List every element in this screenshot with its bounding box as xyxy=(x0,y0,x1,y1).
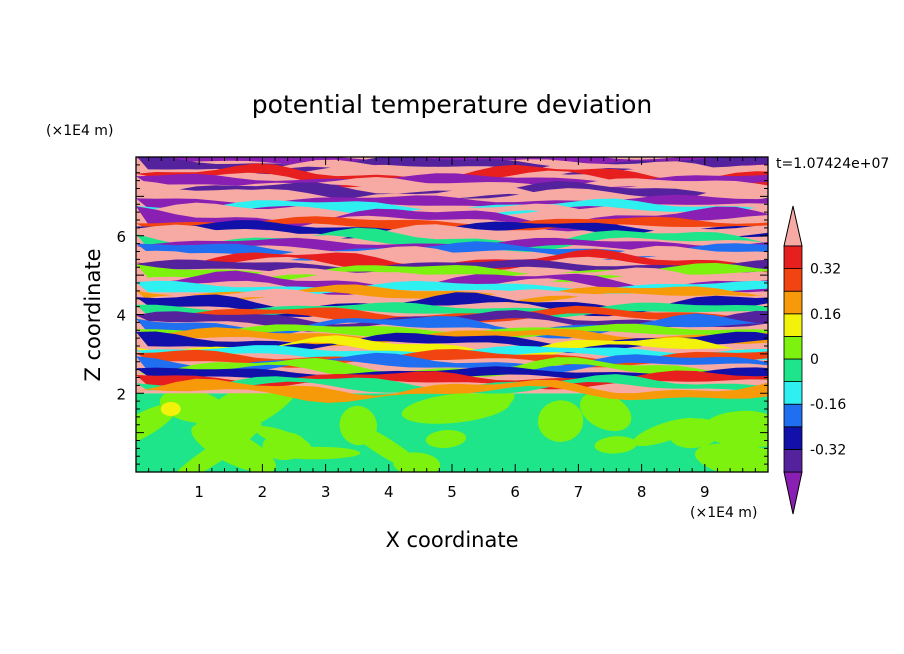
field-band xyxy=(136,313,768,339)
field-swirl xyxy=(343,420,426,472)
colorbar-label: 0.16 xyxy=(810,307,841,323)
x-tick-label: 1 xyxy=(194,483,204,501)
colorbar-segment xyxy=(783,358,803,383)
axis-ticks: 1 2 3 4 5 6 7 8 9 2 4 6 xyxy=(116,156,769,501)
field-band xyxy=(136,163,768,188)
colorbar-segment xyxy=(783,335,803,360)
field-swirl xyxy=(632,417,700,447)
colorbar-label: -0.16 xyxy=(810,397,846,413)
field-band xyxy=(136,374,768,394)
time-label: t=1.07424e+07 xyxy=(776,156,889,172)
colorbar-segment xyxy=(783,381,803,405)
x-unit-label: (×1E4 m) xyxy=(690,505,757,521)
field-band xyxy=(136,335,768,359)
field-band xyxy=(136,227,768,252)
colorbar-label: -0.32 xyxy=(810,442,846,458)
colorbar-segment xyxy=(783,426,803,450)
contour-field xyxy=(136,157,768,472)
colorbar-segment xyxy=(783,448,803,473)
x-tick-label: 2 xyxy=(258,483,268,501)
colorbar: 0.32 0.16 0 -0.16 -0.32 xyxy=(783,205,846,515)
field-band xyxy=(136,288,768,309)
field-spot xyxy=(160,402,181,416)
colorbar-lower-arrow xyxy=(783,471,803,515)
field-swirl xyxy=(136,403,178,449)
field-swirl xyxy=(254,426,312,451)
field-band xyxy=(136,323,768,339)
x-tick-label: 7 xyxy=(574,483,584,501)
y-tick-label: 4 xyxy=(116,307,126,325)
colorbar-label: 0 xyxy=(810,352,819,368)
field-band xyxy=(136,216,768,232)
colorbar-segment xyxy=(783,290,803,315)
y-tick-label: 6 xyxy=(116,228,126,246)
field-band xyxy=(136,267,768,287)
colorbar-segment xyxy=(783,403,803,428)
field-swirl xyxy=(579,392,632,432)
field-swirl xyxy=(594,436,637,454)
x-axis-label: X coordinate xyxy=(385,528,518,552)
field-band xyxy=(136,357,768,381)
field-band xyxy=(136,305,768,324)
field-band xyxy=(136,370,768,390)
field-band xyxy=(136,194,768,211)
field-band xyxy=(136,198,768,217)
x-tick-label: 8 xyxy=(637,483,647,501)
y-axis-label: Z coordinate xyxy=(81,248,105,381)
field-band xyxy=(136,352,768,375)
field-band xyxy=(136,262,768,283)
field-swirl xyxy=(537,400,584,442)
x-tick-label: 4 xyxy=(384,483,394,501)
x-tick-label: 5 xyxy=(447,483,457,501)
colorbar-segment xyxy=(783,245,803,270)
colorbar-segment xyxy=(783,313,803,337)
chart-title: potential temperature deviation xyxy=(252,90,652,119)
colorbar-label: 0.32 xyxy=(810,262,841,278)
field-swirl xyxy=(425,430,467,448)
x-tick-label: 3 xyxy=(321,483,331,501)
field-band xyxy=(136,245,768,268)
x-tick-label: 6 xyxy=(510,483,520,501)
x-tick-label: 9 xyxy=(700,483,710,501)
field-band xyxy=(136,302,768,318)
z-unit-label: (×1E4 m) xyxy=(46,123,113,139)
field-swirl xyxy=(458,390,515,420)
field-swirl xyxy=(191,423,276,472)
field-band xyxy=(136,249,768,273)
colorbar-upper-arrow xyxy=(783,205,803,247)
colorbar-segment xyxy=(783,268,803,292)
field-band xyxy=(136,378,768,403)
field-band xyxy=(136,159,768,181)
y-tick-label: 2 xyxy=(116,385,126,403)
field-band xyxy=(136,177,768,196)
